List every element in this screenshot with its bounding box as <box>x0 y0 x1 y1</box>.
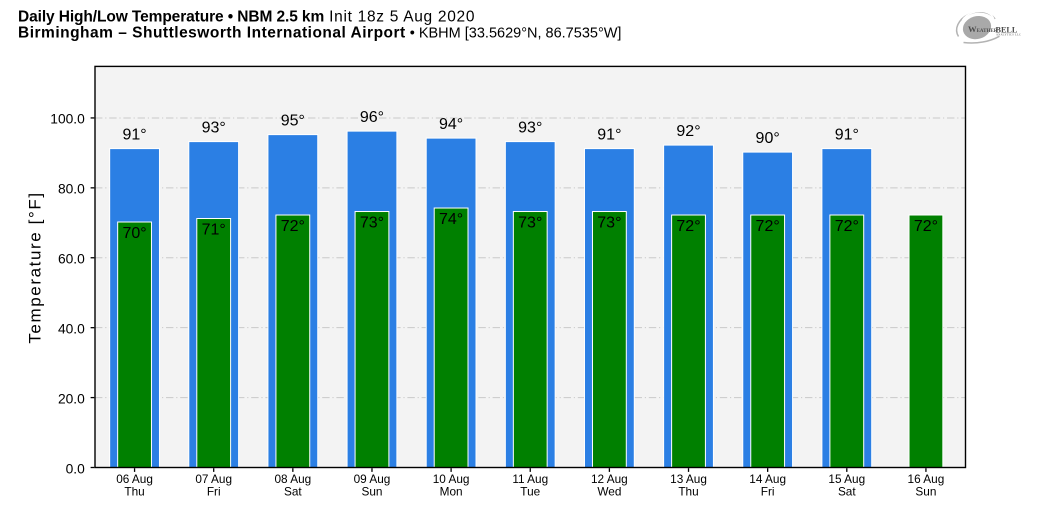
svg-text:93°: 93° <box>518 119 542 136</box>
svg-text:14 Aug: 14 Aug <box>749 472 786 486</box>
svg-text:20.0: 20.0 <box>58 391 85 406</box>
svg-text:70°: 70° <box>122 225 146 242</box>
svg-text:Thu: Thu <box>124 484 144 498</box>
svg-text:BELL: BELL <box>996 25 1018 34</box>
svg-text:Tue: Tue <box>520 484 540 498</box>
svg-text:72°: 72° <box>756 218 780 235</box>
svg-text:09 Aug: 09 Aug <box>354 472 391 486</box>
svg-text:07 Aug: 07 Aug <box>195 472 232 486</box>
svg-text:Daily High/Low Temperature • N: Daily High/Low Temperature • NBM 2.5 km … <box>18 9 475 26</box>
svg-text:15 Aug: 15 Aug <box>828 472 865 486</box>
svg-text:72°: 72° <box>281 218 305 235</box>
svg-text:94°: 94° <box>439 116 463 133</box>
svg-text:73°: 73° <box>597 215 621 232</box>
svg-text:96°: 96° <box>360 109 384 126</box>
svg-text:95°: 95° <box>281 112 305 129</box>
svg-text:ANALYTICS LLC: ANALYTICS LLC <box>996 33 1021 36</box>
svg-text:Wed: Wed <box>597 484 621 498</box>
svg-text:Thu: Thu <box>678 484 698 498</box>
svg-text:WEATHER: WEATHER <box>968 24 998 34</box>
svg-text:0.0: 0.0 <box>66 461 86 476</box>
svg-text:91°: 91° <box>835 126 859 143</box>
svg-text:Sat: Sat <box>838 484 856 498</box>
svg-text:72°: 72° <box>676 218 700 235</box>
svg-text:80.0: 80.0 <box>58 182 85 197</box>
svg-text:Fri: Fri <box>761 484 775 498</box>
svg-text:100.0: 100.0 <box>50 112 85 127</box>
svg-text:93°: 93° <box>202 119 226 136</box>
svg-text:10 Aug: 10 Aug <box>433 472 470 486</box>
svg-text:16 Aug: 16 Aug <box>908 472 945 486</box>
svg-text:Birmingham – Shuttlesworth Int: Birmingham – Shuttlesworth International… <box>18 25 621 42</box>
svg-text:71°: 71° <box>202 222 226 239</box>
svg-text:Sun: Sun <box>915 484 936 498</box>
svg-text:74°: 74° <box>439 211 463 228</box>
svg-text:Fri: Fri <box>207 484 221 498</box>
svg-text:90°: 90° <box>756 130 780 147</box>
svg-text:08 Aug: 08 Aug <box>274 472 311 486</box>
svg-text:91°: 91° <box>597 126 621 143</box>
svg-text:12 Aug: 12 Aug <box>591 472 628 486</box>
svg-text:72°: 72° <box>835 218 859 235</box>
svg-text:Sun: Sun <box>361 484 382 498</box>
svg-text:73°: 73° <box>518 215 542 232</box>
svg-text:06 Aug: 06 Aug <box>116 472 153 486</box>
svg-text:40.0: 40.0 <box>58 321 85 336</box>
svg-text:Temperature [°F]: Temperature [°F] <box>26 191 45 343</box>
svg-text:13 Aug: 13 Aug <box>670 472 707 486</box>
svg-text:73°: 73° <box>360 215 384 232</box>
svg-text:92°: 92° <box>676 123 700 140</box>
svg-text:91°: 91° <box>122 126 146 143</box>
svg-text:Sat: Sat <box>284 484 302 498</box>
svg-text:72°: 72° <box>914 218 938 235</box>
svg-text:Mon: Mon <box>440 484 463 498</box>
svg-text:60.0: 60.0 <box>58 252 85 267</box>
svg-text:11 Aug: 11 Aug <box>512 472 548 486</box>
